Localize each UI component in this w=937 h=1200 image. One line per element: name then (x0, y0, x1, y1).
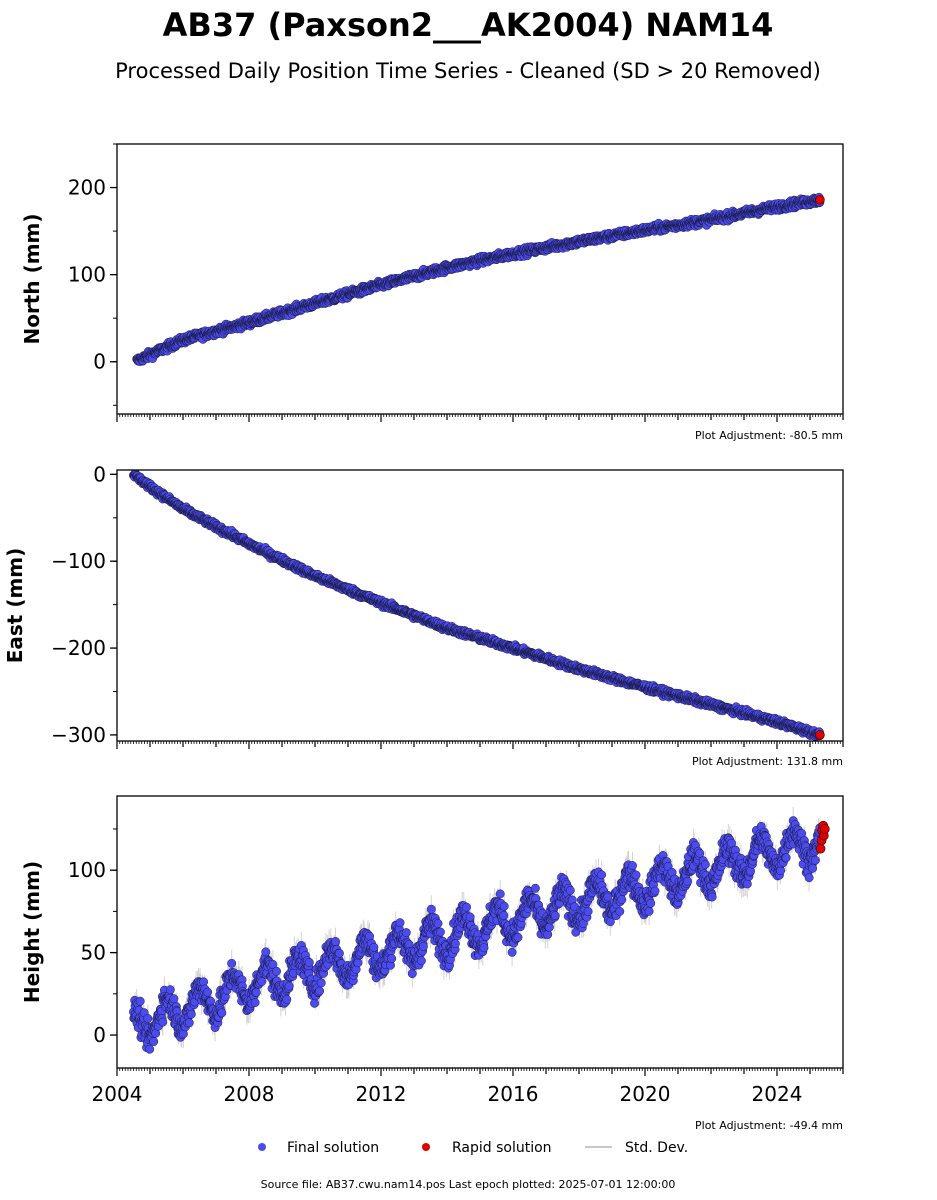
panels: 0 100 200 North (mm) Plot Adjustment: -80.5 … (3, 143, 844, 1132)
axes-frame (116, 143, 844, 415)
plot-area (129, 470, 825, 741)
plot-area (132, 192, 825, 366)
final-solution-points (129, 470, 825, 741)
final-solution-points (132, 192, 825, 366)
rapid-point (815, 194, 825, 205)
y-axis-label: North (mm) (20, 213, 44, 344)
y-tick-label: 100 (68, 263, 106, 287)
chart-title: AB37 (Paxson2___AK2004) NAM14 (163, 6, 774, 44)
chart-subtitle: Processed Daily Position Time Series - C… (115, 59, 821, 83)
y-tick-label: 200 (68, 176, 106, 200)
panel-north: 0 100 200 North (mm) Plot Adjustment: -80.5 … (20, 143, 844, 442)
y-tick-label: 0 (93, 350, 106, 374)
plot-adjustment-note: Plot Adjustment: -80.5 mm (695, 429, 843, 442)
rapid-solution-points (815, 194, 825, 205)
stddev-bars (133, 470, 820, 739)
